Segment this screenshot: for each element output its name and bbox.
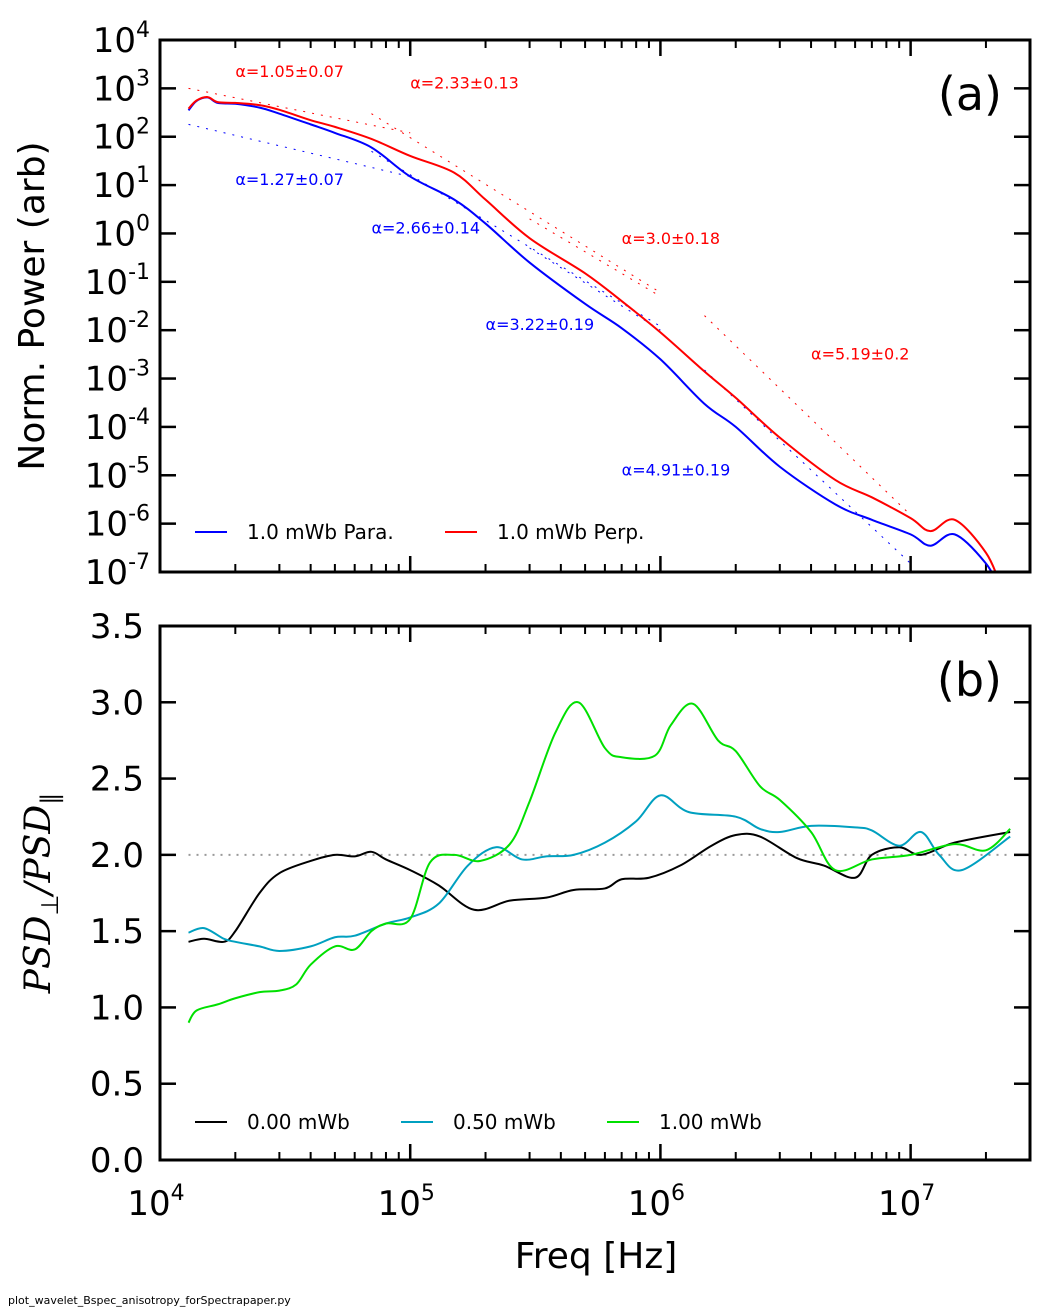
y-tick-label: 1.0 [90,988,144,1028]
y-tick-label: 0.5 [90,1065,144,1105]
y-tick-label: 103 [93,66,150,109]
fit-annotation: α=1.05±0.07 [235,62,344,81]
legend-label: 0.50 mWb [453,1110,556,1134]
x-tick-label: 105 [378,1181,435,1224]
x-tick-label: 104 [127,1181,184,1224]
fit-annotation: α=3.22±0.19 [486,315,595,334]
y-tick-label: 10-7 [85,550,150,593]
panel-a: 104 103 102 101 100 10-1 10-2 10-3 10-4 10-5 10-6 1… [12,18,1032,593]
x-tick-label: 107 [878,1181,935,1224]
y-tick-label: 3.5 [90,607,144,647]
y-tick-label: 100 [93,211,150,254]
x-axis-label: Freq [Hz] [515,1236,678,1277]
fit-annotation: α=5.19±0.2 [811,344,909,363]
series-line-0 [188,830,1011,944]
plot-frame [158,38,1032,574]
y-tick-label: 101 [93,163,150,206]
fit-annotation: α=2.66±0.14 [371,218,480,237]
y-tick-label: 10-5 [85,453,150,496]
legend-label: 1.00 mWb [659,1110,762,1134]
panel-label: (a) [938,67,1002,121]
legend-label: 0.00 mWb [247,1110,350,1134]
series-line-1 [188,794,1011,952]
legend-label: 1.0 mWb Para. [247,520,394,544]
fit-annotation: α=1.27±0.07 [235,170,344,189]
panel-label: (b) [937,653,1002,707]
series-line-perp [187,96,997,572]
fit-annotation: α=4.91±0.19 [622,460,731,479]
series-line-para [187,96,993,572]
y-tick-label: 1.5 [90,912,144,952]
y-tick-label: 10-1 [85,260,150,303]
y-tick-label: 3.0 [90,683,144,723]
y-tick-label: 10-4 [85,405,150,448]
x-tick-label: 106 [628,1181,685,1224]
y-tick-label: 10-2 [85,308,150,351]
y-axis-label: Norm. Power (arb) [12,141,53,470]
y-tick-label: 0.0 [90,1141,144,1181]
fit-line [371,150,661,327]
y-tick-label: 102 [93,115,150,158]
y-tick-label: 10-3 [85,357,150,400]
fit-annotation: α=2.33±0.13 [410,73,519,92]
footer-filename: plot_wavelet_Bspec_anisotropy_forSpectra… [8,1294,291,1307]
series-line-2 [187,701,1011,1024]
fit-line [704,369,911,564]
y-tick-label: 2.0 [90,836,144,876]
fit-line [529,218,661,297]
y-tick-label: 10-6 [85,502,150,545]
panel-b: 104 105 106 107 0.0 0.5 1.0 1.5 2.0 2.5 3.0 3.5 0.00… [18,607,1032,1277]
fit-line [371,113,661,293]
plot-frame [158,624,1032,1162]
legend-label: 1.0 mWb Perp. [497,520,644,544]
y-axis-label: PSD⊥/PSD∥ [18,793,64,995]
fit-annotation: α=3.0±0.18 [622,229,720,248]
y-tick-label: 104 [93,18,150,61]
y-tick-label: 2.5 [90,760,144,800]
fit-line [188,123,411,178]
fit-line [188,87,411,134]
